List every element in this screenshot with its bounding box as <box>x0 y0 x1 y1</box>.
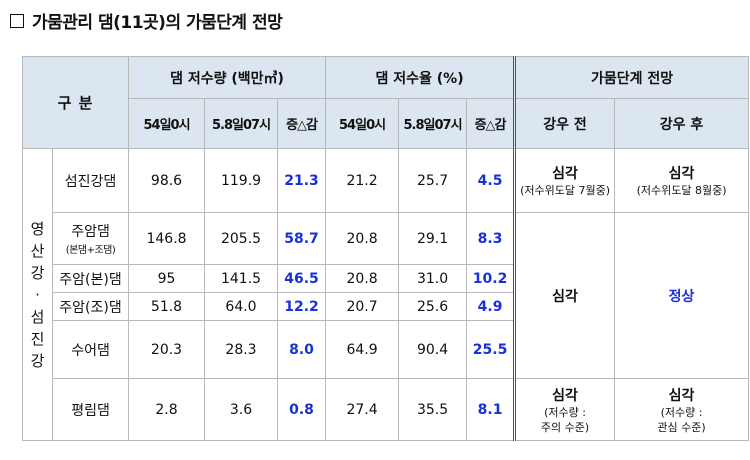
storage-54: 98.6 <box>128 148 206 213</box>
ratio-54: 64.9 <box>325 320 400 379</box>
storage-58: 28.3 <box>204 320 279 379</box>
checkbox-square-icon <box>10 13 24 28</box>
ratio-58: 25.7 <box>398 148 468 213</box>
header-before-rain: 강우 전 <box>514 98 616 149</box>
storage-54: 2.8 <box>128 378 206 441</box>
dam-name: 평림댐 <box>51 378 130 441</box>
storage-54: 51.8 <box>128 292 206 321</box>
dam-name: 주암(조)댐 <box>51 292 130 321</box>
ratio-diff: 4.9 <box>466 292 517 321</box>
ratio-54: 27.4 <box>325 378 400 441</box>
ratio-diff: 8.3 <box>466 212 517 265</box>
storage-54: 146.8 <box>128 212 206 265</box>
table-row: 주암(본)댐 95 141.5 46.5 20.8 31.0 10.2 <box>23 264 749 293</box>
storage-58: 205.5 <box>204 212 279 265</box>
storage-54: 95 <box>128 264 206 293</box>
ratio-diff: 8.1 <box>466 378 517 441</box>
header-after-rain: 강우 후 <box>614 98 750 149</box>
table-row: 영 산 강 · 섬 진 강 섬진강댐 98.6 119.9 21.3 21.2 25.7 4… <box>22 148 750 441</box>
dam-name: 주암(본)댐 <box>51 264 130 293</box>
header-storage-58: 5.8일07시 <box>204 98 279 149</box>
storage-diff: 58.7 <box>277 212 327 265</box>
storage-diff: 12.2 <box>277 292 327 321</box>
region-label: 영 산 강 · 섬 진 강 <box>22 148 53 441</box>
status-after-merged: 정상 <box>614 212 750 379</box>
header-gubun: 구 분 <box>21 56 130 149</box>
storage-54: 20.3 <box>128 320 206 379</box>
ratio-58: 25.6 <box>398 292 468 321</box>
status-before-merged: 심각 <box>514 212 616 379</box>
header-ratio-diff: 증△감 <box>466 98 517 149</box>
page-title: 가뭄관리 댐(11곳)의 가뭄단계 전망 <box>10 8 283 33</box>
storage-diff: 46.5 <box>277 264 327 293</box>
ratio-58: 35.5 <box>398 378 468 441</box>
dam-name: 섬진강댐 <box>51 148 130 213</box>
ratio-diff: 25.5 <box>466 320 517 379</box>
status-after: 심각 (저수위도달 8월중) <box>614 148 750 213</box>
status-before: 심각 (저수량 : 주의 수준) <box>514 378 616 441</box>
storage-diff: 8.0 <box>277 320 327 379</box>
ratio-54: 20.7 <box>325 292 400 321</box>
dam-name: 수어댐 <box>51 320 130 379</box>
ratio-58: 31.0 <box>398 264 468 293</box>
header-ratio-54: 54일0시 <box>325 98 400 149</box>
storage-diff: 21.3 <box>277 148 327 213</box>
table-row: 수어댐 20.3 28.3 8.0 64.9 90.4 25.5 <box>23 320 749 379</box>
storage-diff: 0.8 <box>277 378 327 441</box>
ratio-diff: 10.2 <box>466 264 517 293</box>
ratio-54: 20.8 <box>325 212 400 265</box>
table-row: 주암댐 (본댐+조댐) 146.8 205.5 58.7 20.8 29.1 8… <box>23 212 750 379</box>
drought-table: 구 분 댐 저수량 (백만㎥) 댐 저수율 (%) 가뭄단계 전망 54일0시 … <box>21 56 750 441</box>
header-storage: 댐 저수량 (백만㎥) <box>128 56 327 99</box>
page-title-text: 가뭄관리 댐(11곳)의 가뭄단계 전망 <box>32 13 283 33</box>
ratio-58: 90.4 <box>398 320 468 379</box>
table-row: 평림댐 2.8 3.6 0.8 27.4 35.5 8.1 심각 (저수량 : … <box>23 378 750 441</box>
table-row: 주암(조)댐 51.8 64.0 12.2 20.7 25.6 4.9 <box>23 292 749 321</box>
storage-58: 119.9 <box>204 148 279 213</box>
header-drought: 가뭄단계 전망 <box>514 56 750 99</box>
header-ratio: 댐 저수율 (%) <box>325 56 517 99</box>
status-before: 심각 (저수위도달 7월중) <box>514 148 616 213</box>
ratio-diff: 4.5 <box>466 148 517 213</box>
status-after: 심각 (저수량 : 관심 수준) <box>614 378 750 441</box>
ratio-54: 20.8 <box>325 264 400 293</box>
storage-58: 141.5 <box>204 264 279 293</box>
storage-58: 3.6 <box>204 378 279 441</box>
header-ratio-58: 5.8일07시 <box>398 98 468 149</box>
dam-name: 주암댐 (본댐+조댐) <box>51 212 130 265</box>
ratio-58: 29.1 <box>398 212 468 265</box>
ratio-54: 21.2 <box>325 148 400 213</box>
header-storage-54: 54일0시 <box>128 98 206 149</box>
storage-58: 64.0 <box>204 292 279 321</box>
header-storage-diff: 증△감 <box>277 98 327 149</box>
